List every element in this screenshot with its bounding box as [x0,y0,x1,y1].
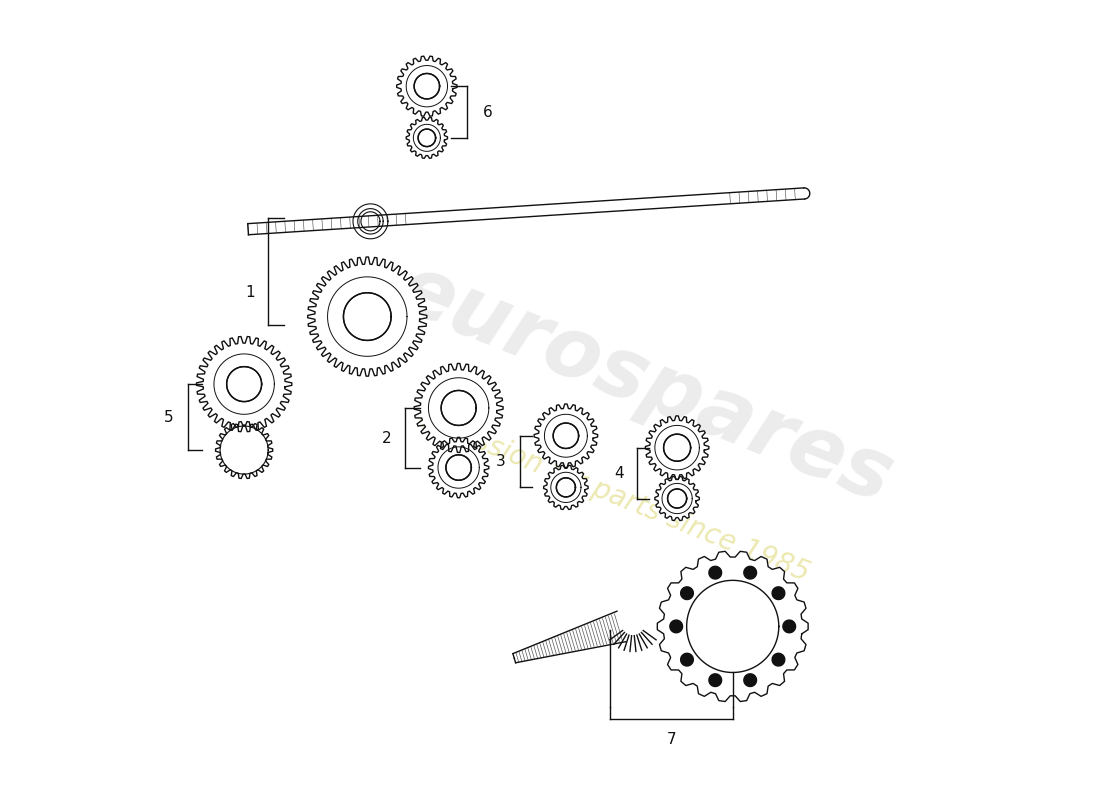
Polygon shape [681,654,693,666]
Polygon shape [681,587,693,599]
Polygon shape [668,489,686,508]
Polygon shape [397,56,456,116]
Polygon shape [658,551,808,702]
Polygon shape [670,620,683,633]
Polygon shape [744,674,757,686]
Text: a passion for parts since 1985: a passion for parts since 1985 [414,404,813,587]
Text: 4: 4 [614,466,624,481]
Polygon shape [708,674,722,686]
Polygon shape [553,423,579,449]
Polygon shape [441,390,476,426]
Polygon shape [227,366,262,402]
Polygon shape [772,654,784,666]
Polygon shape [535,404,597,467]
Polygon shape [513,611,626,662]
Polygon shape [308,257,427,376]
Polygon shape [415,74,440,99]
Polygon shape [197,337,292,432]
Polygon shape [686,580,779,673]
Text: 6: 6 [483,105,492,120]
Text: 1: 1 [245,286,254,300]
Text: 3: 3 [496,454,506,470]
Text: 2: 2 [382,430,392,446]
Polygon shape [446,455,472,480]
Polygon shape [783,620,795,633]
Polygon shape [557,478,575,497]
Text: eurospares: eurospares [386,248,905,520]
Polygon shape [654,477,700,521]
Polygon shape [248,188,804,234]
Text: 5: 5 [164,410,174,425]
Polygon shape [543,466,588,510]
Polygon shape [663,434,691,461]
Text: 7: 7 [667,732,676,747]
Polygon shape [406,118,448,158]
Polygon shape [708,566,722,579]
Polygon shape [772,587,784,599]
Polygon shape [744,566,757,579]
Polygon shape [343,293,392,341]
Polygon shape [415,363,503,453]
Polygon shape [646,416,708,479]
Polygon shape [429,438,488,498]
Polygon shape [216,422,273,478]
Polygon shape [418,129,436,146]
